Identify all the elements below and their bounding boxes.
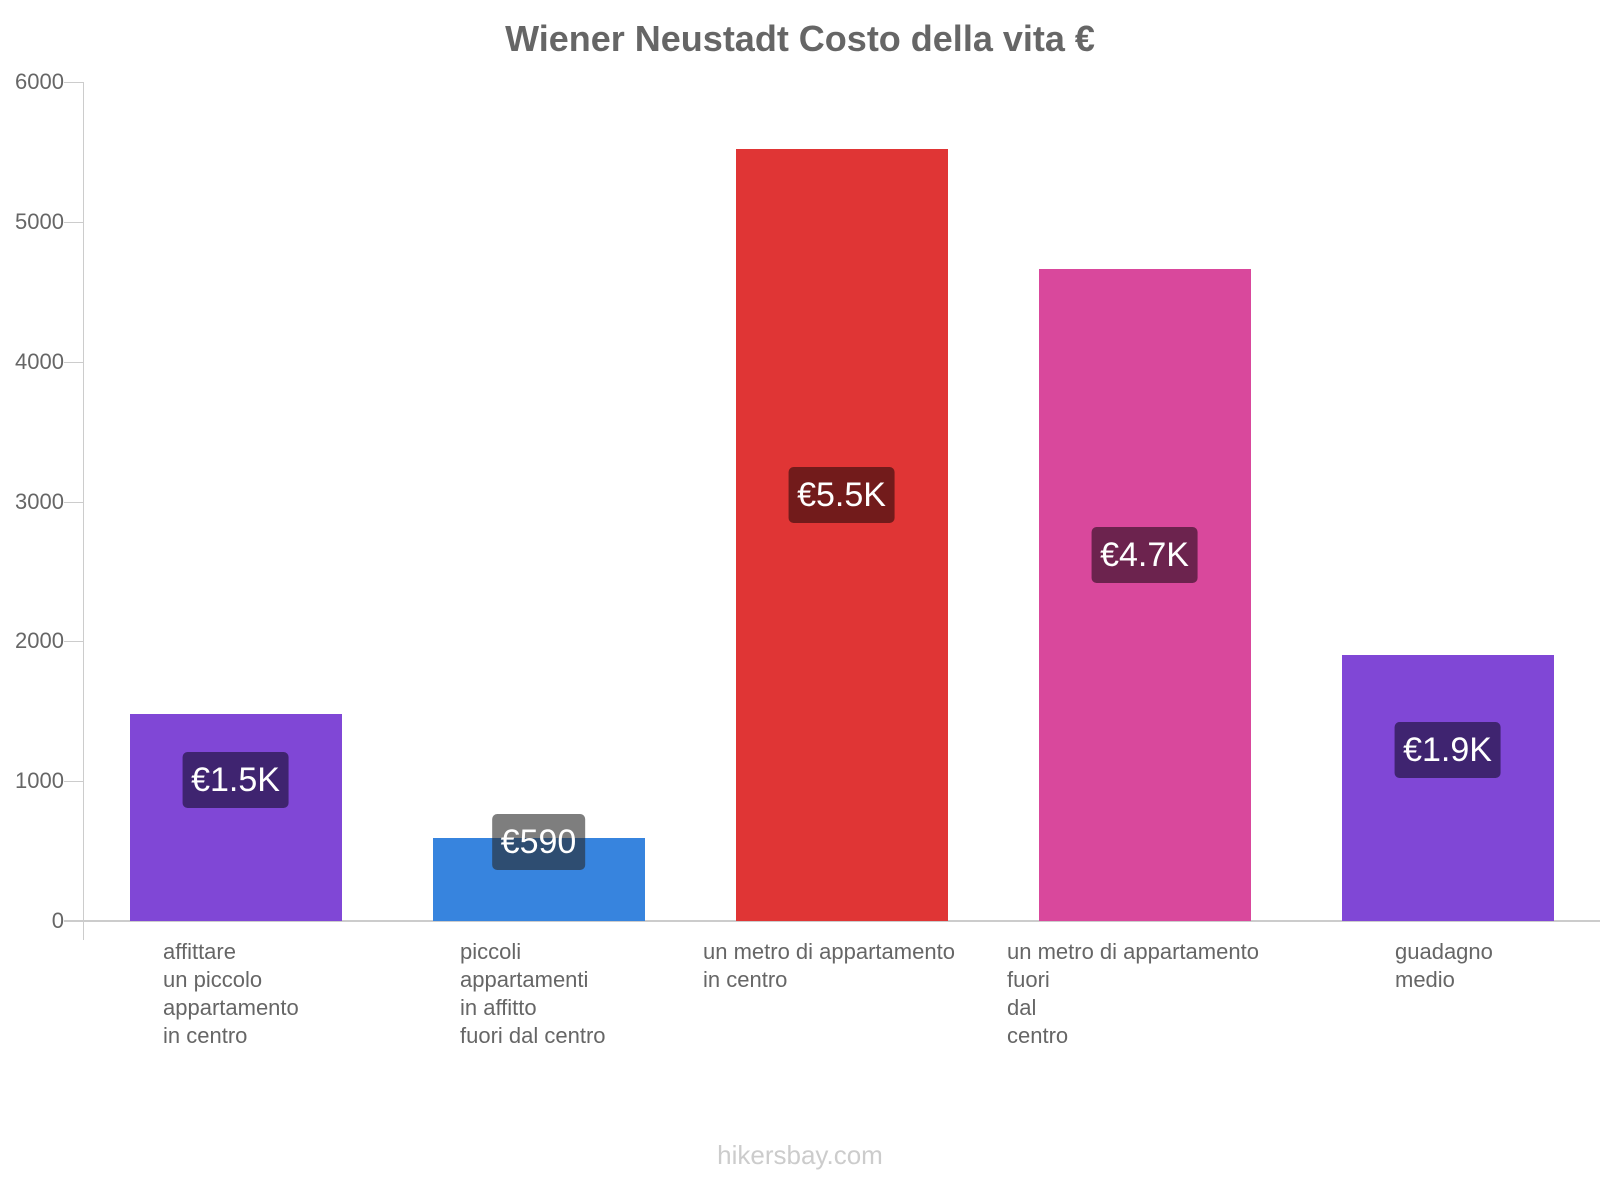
y-tick-label: 3000: [15, 488, 64, 514]
bar-value-label: €1.5K: [182, 752, 289, 808]
y-tick-mark: [64, 501, 83, 503]
x-tick-label: piccoli appartamenti in affitto fuori da…: [460, 939, 606, 1048]
y-tick-label: 5000: [15, 208, 64, 234]
bar-value-label: €5.5K: [788, 467, 895, 523]
chart-title: Wiener Neustadt Costo della vita €: [505, 18, 1095, 59]
x-tick-label: affittare un piccolo appartamento in cen…: [163, 939, 299, 1048]
watermark: hikersbay.com: [717, 1140, 883, 1170]
x-tick-label: un metro di appartamento fuori dal centr…: [1007, 939, 1259, 1048]
y-tick-mark: [64, 82, 83, 83]
x-tick-label: un metro di appartamento in centro: [703, 939, 955, 992]
bar[interactable]: [1038, 269, 1251, 921]
y-tick-mark: [64, 221, 83, 223]
bar[interactable]: [1341, 655, 1554, 921]
y-tick-mark: [64, 641, 83, 643]
y-tick-mark: [64, 361, 83, 363]
y-tick-label: 4000: [15, 348, 64, 374]
bar-value-label: €4.7K: [1091, 527, 1198, 583]
y-tick-label: 1000: [15, 768, 64, 794]
x-tick-label: guadagno medio: [1395, 939, 1493, 992]
bar[interactable]: [129, 714, 342, 921]
bar[interactable]: [735, 149, 948, 921]
bar-value-label: €1.9K: [1394, 722, 1501, 778]
y-tick-mark: [64, 781, 83, 783]
y-axis-line: [83, 82, 84, 940]
y-tick-label: 6000: [15, 69, 64, 94]
y-tick-mark: [64, 921, 83, 922]
x-axis-line: [64, 920, 1600, 922]
bar-value-label: €590: [491, 814, 586, 870]
y-tick-label: 0: [51, 908, 64, 933]
y-tick-label: 2000: [15, 628, 64, 654]
